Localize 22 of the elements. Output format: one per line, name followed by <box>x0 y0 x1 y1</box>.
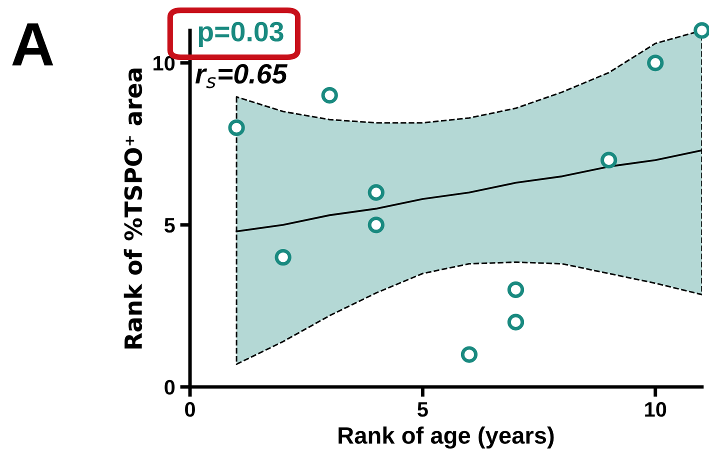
point <box>600 152 618 168</box>
y-tick-label: 5 <box>164 218 175 233</box>
y-axis-title: Rank of %TSPO⁺ area <box>124 68 142 348</box>
x-axis-title: Rank of age (years) <box>338 426 554 449</box>
annotation: r$_{s}$=0.65 <box>195 64 288 88</box>
point <box>507 314 524 330</box>
annotation: p=0.03 <box>198 22 284 47</box>
y-tick-label: 10 <box>154 56 175 71</box>
text: A <box>12 23 54 66</box>
point <box>507 281 524 298</box>
point <box>647 54 664 72</box>
x-tick-label: 10 <box>645 402 666 417</box>
point <box>274 248 292 266</box>
point <box>321 86 338 104</box>
point <box>228 119 245 136</box>
x-tick-label: 5 <box>418 402 428 417</box>
point <box>368 184 384 201</box>
x-tick-label: 0 <box>185 402 195 417</box>
point <box>368 216 384 234</box>
y-tick-label: 0 <box>164 380 175 395</box>
point <box>694 22 709 39</box>
point <box>460 346 478 363</box>
